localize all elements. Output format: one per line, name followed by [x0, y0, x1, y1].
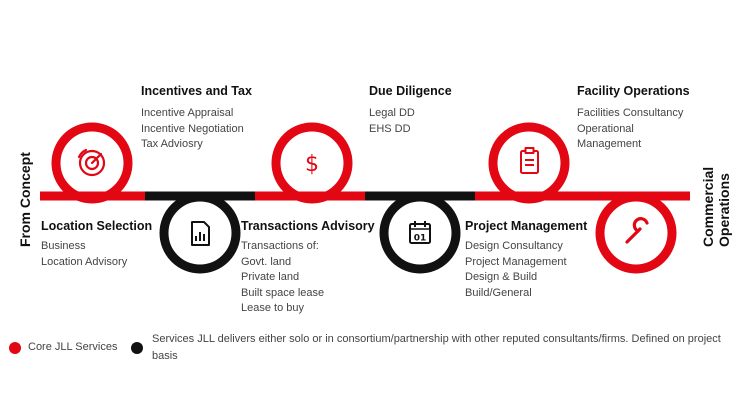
legend-partner-label: Services JLL delivers either solo or in … [152, 333, 721, 362]
from-concept-label: From Concept [17, 152, 33, 247]
legend-core-label: Core JLL Services [28, 341, 118, 353]
stage-circle-due-diligence [271, 122, 353, 204]
stage-circle-project [379, 192, 461, 274]
clipboard-icon [520, 147, 539, 174]
legend-partner-swatch [131, 342, 143, 354]
svg-text:$: $ [305, 152, 319, 177]
stage-item: Location Advisory [41, 255, 128, 268]
stage-item: Management [577, 138, 642, 150]
stage-circle-location [51, 122, 133, 204]
legend-core-swatch [9, 342, 21, 354]
stage-item: Design & Build [465, 271, 538, 283]
stage-title: Incentives and Tax [141, 84, 252, 98]
stage-title: Due Diligence [369, 84, 452, 98]
stage-item: Design Consultancy [465, 240, 563, 252]
stage-title: Facility Operations [577, 84, 690, 98]
commercial-operations-label: Commercial Operations [700, 166, 732, 247]
stage-item: Tax Adviosry [141, 138, 203, 150]
stage-item: Incentive Appraisal [141, 107, 234, 119]
document-chart-icon [191, 221, 210, 246]
stage-circle-commercial [595, 192, 677, 274]
stage-project-management: Project Management Design Consultancy Pr… [465, 219, 587, 301]
stage-item: EHS DD [369, 122, 411, 135]
stage-item: Private land [241, 271, 300, 283]
stage-facility-operations: Facility Operations Facilities Consultan… [577, 84, 690, 153]
stage-circle-facility [488, 122, 570, 204]
stage-item: Operational [577, 122, 634, 135]
stage-location-selection: Location Selection Business Location Adv… [41, 219, 152, 270]
stage-item: Govt. land [241, 255, 292, 268]
stage-due-diligence: Due Diligence Legal DD EHS DD [369, 84, 452, 137]
stage-circle-transactions [159, 192, 241, 274]
stage-item: Lease to buy [241, 302, 304, 314]
wrench-icon [625, 217, 649, 244]
stage-item: Business [41, 240, 86, 252]
dollar-icon: $ [305, 152, 319, 177]
radar-icon [77, 148, 106, 177]
stage-item: Transactions of: [241, 240, 319, 252]
stage-item: Incentive Negotiation [141, 122, 244, 135]
stage-transactions-advisory: Transactions Advisory Transactions of: G… [241, 219, 375, 317]
calendar-day-text: 01 [414, 234, 427, 244]
stage-title: Transactions Advisory [241, 219, 375, 233]
stage-title: Location Selection [41, 219, 153, 233]
calendar-icon: 01 [409, 221, 431, 244]
stage-item: Built space lease [241, 286, 325, 299]
stage-title: Project Management [465, 219, 588, 233]
stage-incentives-tax: Incentives and Tax Incentive Appraisal I… [141, 84, 252, 153]
stage-item: Build/General [465, 286, 532, 299]
stage-item: Legal DD [369, 107, 415, 119]
stage-item: Facilities Consultancy [577, 107, 684, 119]
stage-item: Project Management [465, 255, 567, 268]
